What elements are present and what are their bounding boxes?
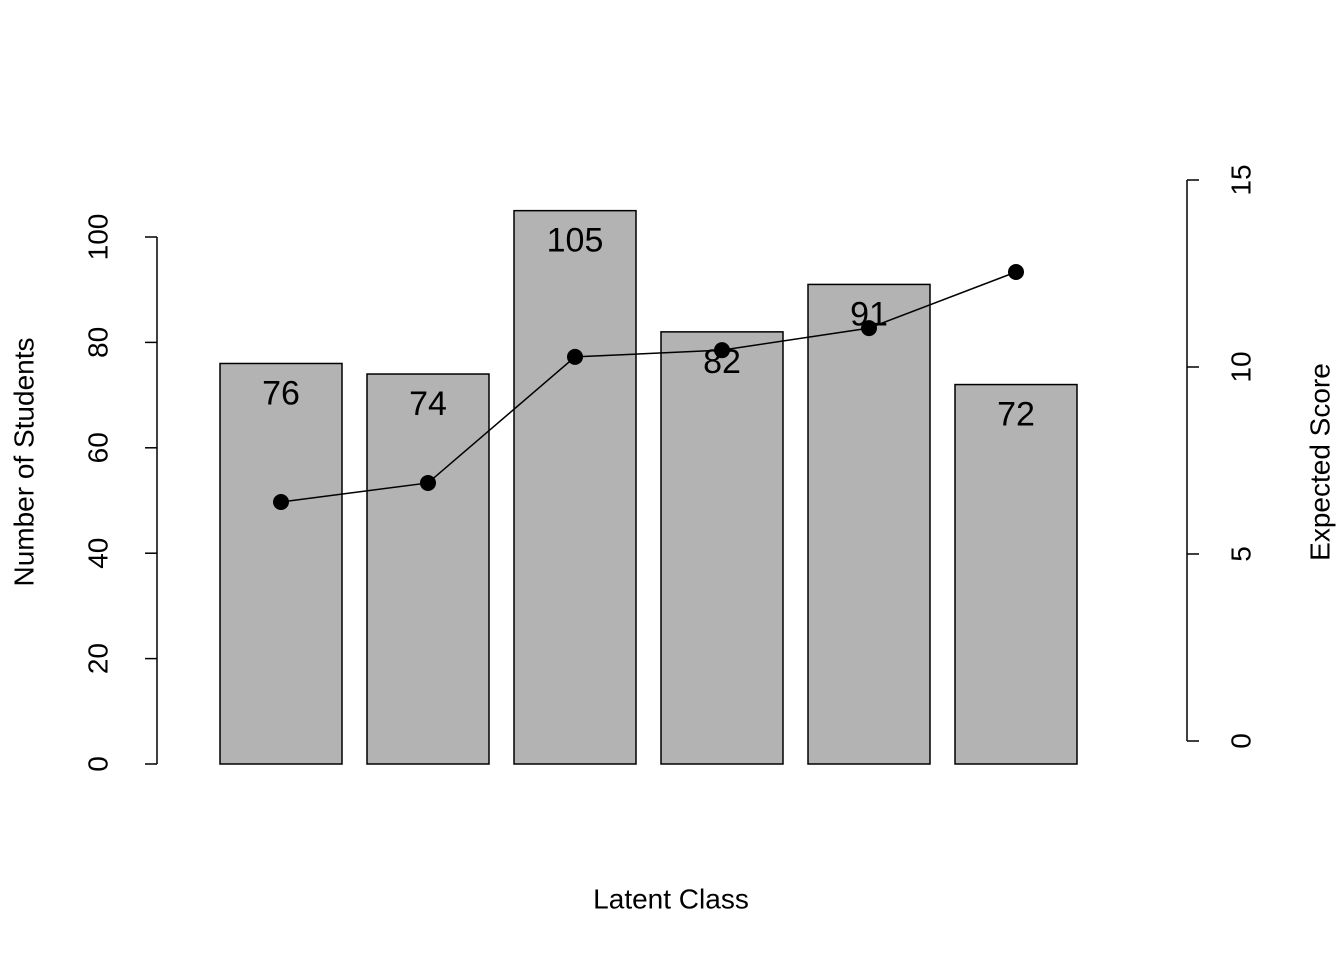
value-label: 74 <box>409 385 447 423</box>
y-tick-label: 100 <box>82 214 113 261</box>
y2-tick-label: 0 <box>1225 733 1256 749</box>
bar <box>366 373 490 765</box>
y-tick-label: 0 <box>82 756 113 772</box>
bar <box>954 383 1078 765</box>
line-point <box>1008 264 1024 281</box>
y2-tick-label: 15 <box>1225 164 1256 195</box>
line-point <box>567 348 583 365</box>
x-axis-label: Latent Class <box>593 883 749 914</box>
line-point <box>420 474 436 491</box>
y2-tick-label: 10 <box>1225 351 1256 382</box>
y-axis-label: Number of Students <box>8 337 39 586</box>
value-label: 76 <box>262 374 300 412</box>
line-point <box>714 342 730 359</box>
bar <box>219 362 343 765</box>
y2-tick-label: 5 <box>1225 546 1256 562</box>
y-tick-label: 80 <box>82 327 113 358</box>
bar <box>513 209 637 765</box>
y-tick-label: 60 <box>82 432 113 463</box>
line <box>280 271 1017 503</box>
line-point <box>273 494 289 511</box>
bar <box>807 283 931 765</box>
y2-axis-label: Expected Score <box>1304 363 1335 561</box>
y-tick-label: 20 <box>82 643 113 674</box>
y-tick-label: 40 <box>82 538 113 569</box>
value-label: 105 <box>547 222 604 260</box>
line-point <box>861 320 877 337</box>
bar <box>660 331 784 765</box>
value-label: 72 <box>997 396 1035 434</box>
